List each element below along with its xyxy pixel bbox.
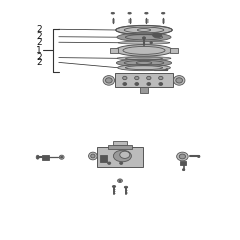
Ellipse shape [162, 12, 165, 14]
Ellipse shape [59, 155, 64, 159]
Ellipse shape [176, 78, 183, 83]
Ellipse shape [89, 152, 97, 160]
Ellipse shape [123, 83, 127, 85]
Ellipse shape [182, 169, 185, 171]
Text: 2: 2 [36, 53, 42, 62]
Ellipse shape [103, 76, 115, 85]
Text: 2: 2 [36, 25, 42, 34]
Ellipse shape [177, 152, 188, 161]
Ellipse shape [123, 76, 127, 80]
Text: 2: 2 [36, 38, 42, 47]
Ellipse shape [135, 83, 139, 85]
Ellipse shape [119, 180, 121, 182]
Ellipse shape [153, 33, 162, 38]
Bar [113, 141, 127, 144]
Ellipse shape [108, 162, 111, 164]
Ellipse shape [128, 12, 131, 14]
Bar [180, 161, 186, 165]
Ellipse shape [120, 151, 130, 158]
Ellipse shape [112, 186, 116, 187]
Bar [97, 147, 143, 168]
Bar [115, 73, 173, 87]
Ellipse shape [147, 76, 151, 80]
Ellipse shape [118, 65, 170, 71]
Ellipse shape [120, 162, 123, 164]
Ellipse shape [166, 69, 168, 71]
Text: 1: 1 [36, 46, 42, 55]
Ellipse shape [91, 154, 95, 158]
Ellipse shape [116, 59, 172, 67]
Ellipse shape [117, 33, 171, 41]
Bar [42, 155, 49, 160]
Bar [108, 144, 132, 149]
Text: 2: 2 [36, 58, 42, 67]
Ellipse shape [36, 155, 39, 159]
Ellipse shape [179, 154, 186, 159]
Ellipse shape [111, 12, 114, 14]
Ellipse shape [105, 78, 112, 83]
Ellipse shape [60, 156, 63, 158]
Bar [140, 87, 148, 93]
Ellipse shape [124, 186, 128, 188]
Ellipse shape [173, 76, 185, 85]
Ellipse shape [135, 76, 139, 80]
Ellipse shape [159, 76, 163, 80]
Ellipse shape [118, 41, 170, 44]
Ellipse shape [115, 45, 173, 56]
Bar [110, 48, 118, 53]
Ellipse shape [118, 179, 122, 182]
Ellipse shape [159, 83, 163, 85]
Ellipse shape [143, 37, 145, 39]
Ellipse shape [116, 25, 172, 35]
Bar [170, 48, 178, 53]
Ellipse shape [117, 57, 171, 60]
Ellipse shape [147, 83, 151, 85]
Bar [100, 155, 107, 162]
Ellipse shape [150, 42, 152, 44]
Text: 2: 2 [36, 32, 42, 41]
Ellipse shape [145, 12, 148, 14]
Ellipse shape [114, 150, 132, 162]
Ellipse shape [198, 156, 200, 158]
